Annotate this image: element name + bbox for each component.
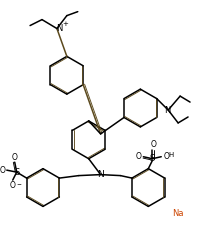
Text: N: N bbox=[56, 24, 62, 33]
Text: S: S bbox=[14, 168, 19, 177]
Text: Na: Na bbox=[172, 209, 184, 218]
Text: O: O bbox=[12, 153, 18, 162]
Text: O: O bbox=[0, 166, 6, 175]
Text: H: H bbox=[168, 152, 174, 158]
Text: O: O bbox=[150, 140, 156, 149]
Text: O: O bbox=[135, 152, 141, 161]
Text: O: O bbox=[10, 180, 16, 190]
Text: O: O bbox=[163, 152, 169, 161]
Text: S: S bbox=[150, 154, 155, 163]
Text: N: N bbox=[97, 170, 104, 179]
Text: N: N bbox=[164, 106, 170, 115]
Text: $^-$: $^-$ bbox=[15, 180, 22, 190]
Text: +: + bbox=[62, 21, 68, 27]
